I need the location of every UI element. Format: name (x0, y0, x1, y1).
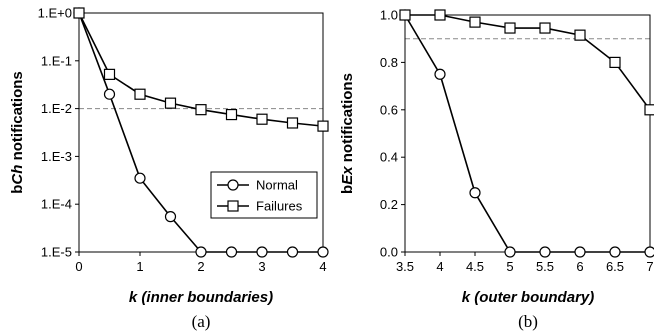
y-tick-label: 0.6 (380, 102, 398, 117)
panel-b-y-label-italic: Ex (339, 166, 356, 185)
series-line-normal (404, 14, 650, 253)
point-failures (286, 117, 299, 129)
panel-b-y-label-rest: notifications (339, 73, 356, 166)
panel-a: 0 1 2 3 4 1.E-5 1.E-4 1.E-3 1.E-2 1.E-1 1.E+0 Nor… (9, 6, 329, 331)
point-normal (539, 246, 551, 258)
point-normal (644, 246, 654, 258)
point-failures (434, 9, 446, 21)
x-tick-label: 1 (136, 259, 143, 274)
panel-a-y-label-prefix: b (9, 185, 26, 194)
x-tick-label: 6.5 (606, 259, 624, 274)
point-normal (195, 246, 207, 258)
panel-b-series (399, 9, 654, 258)
legend-marker-normal (227, 179, 239, 191)
y-tick-label: 0.8 (380, 55, 398, 70)
point-normal (134, 172, 146, 184)
y-tick-label: 1.E-5 (41, 245, 72, 260)
legend: Normal Failures (210, 171, 318, 219)
panel-a-x-label-rest: (inner boundaries) (137, 289, 273, 306)
panel-b: 3.5 4 4.5 5 5.5 6 6.5 7 0.0 0.2 0.4 0.6 0.8 1.0 k (o… (339, 8, 654, 331)
point-normal (469, 187, 481, 199)
point-failures (539, 22, 551, 34)
x-tick-label: 2 (197, 259, 204, 274)
x-tick-label: 5.5 (536, 259, 554, 274)
panel-b-x-axis-label: k (outer boundary) (462, 289, 595, 306)
point-failures (73, 7, 85, 19)
y-tick-label: 0.0 (380, 245, 398, 260)
point-failures (103, 68, 116, 80)
y-tick-label: 1.E-4 (41, 197, 72, 212)
panel-a-x-axis-label: k (inner boundaries) (129, 289, 273, 306)
x-tick-label: 6 (576, 259, 583, 274)
legend-marker-failures (227, 200, 239, 212)
panel-a-y-label-rest: notifications (9, 71, 26, 164)
point-normal (434, 68, 446, 80)
point-normal (504, 246, 516, 258)
y-tick-label: 0.2 (380, 197, 398, 212)
point-normal (164, 211, 177, 223)
x-tick-label: 7 (646, 259, 653, 274)
panel-b-y-label-prefix: b (339, 185, 356, 194)
x-tick-label: 4 (436, 259, 443, 274)
point-failures (256, 113, 268, 125)
x-tick-label: 5 (506, 259, 513, 274)
panel-a-y-label-italic: Ch (9, 165, 26, 185)
panel-b-x-label-k: k (462, 289, 471, 306)
point-failures (644, 104, 654, 116)
panel-a-y-axis-label: bCh notifications (9, 71, 26, 194)
panel-a-series (73, 7, 329, 258)
point-failures (317, 120, 329, 132)
point-failures (195, 104, 207, 116)
x-tick-label: 3 (258, 259, 265, 274)
y-tick-label: 1.0 (380, 8, 398, 23)
panel-a-x-label-k: k (129, 289, 138, 306)
point-normal (286, 246, 299, 258)
panel-b-plot-frame (404, 14, 651, 253)
panel-a-caption: (a) (192, 312, 211, 331)
point-failures (504, 22, 516, 34)
point-failures (164, 97, 177, 109)
legend-entry-failures: Failures (256, 199, 303, 214)
y-tick-label: 1.E+0 (38, 6, 72, 21)
point-failures (609, 56, 621, 69)
panel-b-x-label-rest: (outer boundary) (470, 289, 594, 306)
legend-entry-normal: Normal (256, 178, 298, 193)
y-tick-label: 1.E-2 (41, 101, 72, 116)
panel-b-y-ticks: 0.0 0.2 0.4 0.6 0.8 1.0 (380, 8, 405, 260)
y-tick-label: 1.E-1 (41, 53, 72, 68)
point-normal (256, 246, 268, 258)
panel-b-caption: (b) (518, 312, 538, 331)
point-failures (134, 88, 146, 100)
y-tick-label: 1.E-3 (41, 149, 72, 164)
point-normal (225, 246, 238, 258)
panel-a-y-ticks: 1.E-5 1.E-4 1.E-3 1.E-2 1.E-1 1.E+0 (38, 6, 79, 260)
point-normal (103, 88, 116, 100)
point-normal (609, 246, 621, 258)
point-failures (574, 29, 586, 41)
x-tick-label: 4 (319, 259, 326, 274)
x-tick-label: 4.5 (466, 259, 484, 274)
point-normal (574, 246, 586, 258)
point-normal (317, 246, 329, 258)
panel-b-y-axis-label: bEx notifications (339, 73, 356, 194)
point-failures (399, 9, 411, 21)
x-tick-label: 0 (75, 259, 82, 274)
point-failures (225, 108, 238, 121)
point-failures (469, 16, 481, 28)
series-line-failures (405, 14, 651, 111)
panel-b-x-ticks: 3.5 4 4.5 5 5.5 6 6.5 7 (396, 252, 654, 274)
x-tick-label: 3.5 (396, 259, 414, 274)
y-tick-label: 0.4 (380, 150, 398, 165)
